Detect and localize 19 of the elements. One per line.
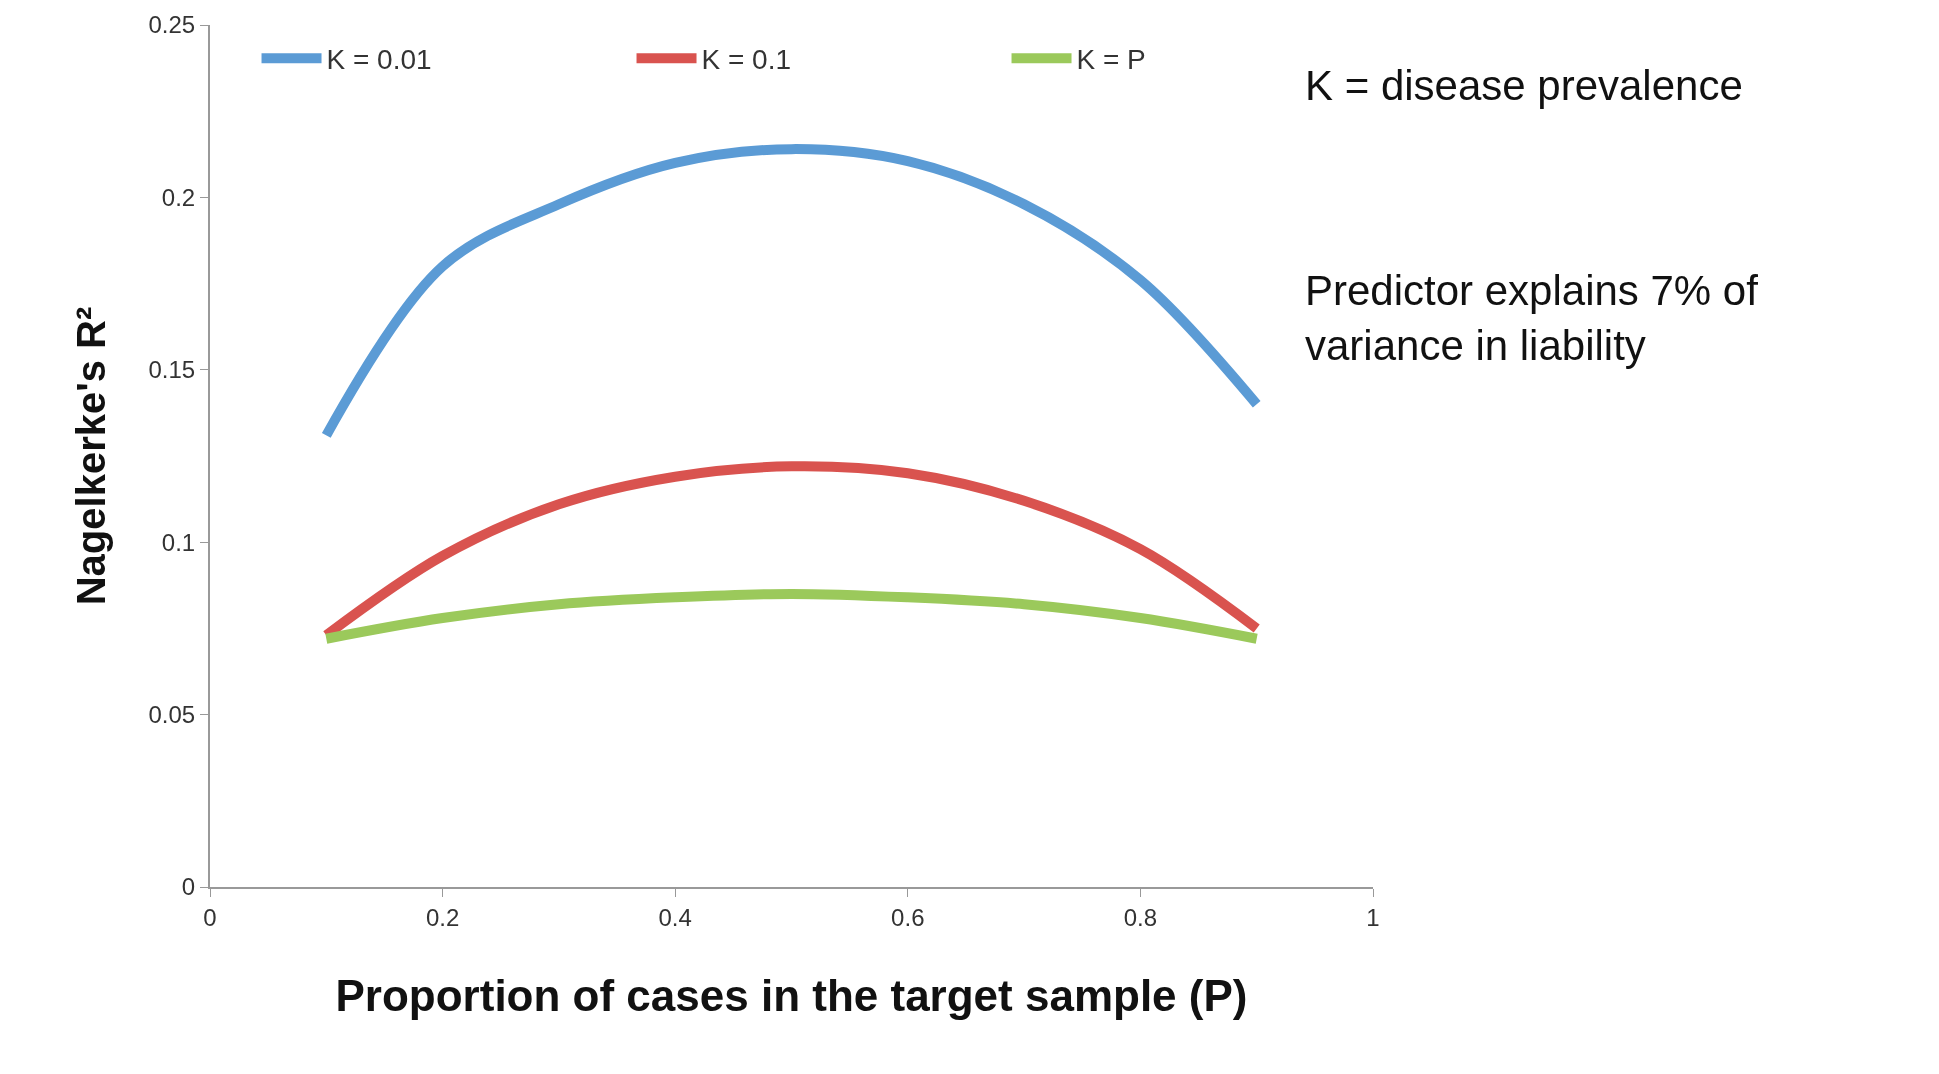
- y-tick-label: 0.05: [148, 701, 196, 728]
- x-tick-label: 0.4: [658, 903, 692, 931]
- annotation: K = disease prevalence: [1305, 62, 1743, 109]
- y-tick-label: 0.25: [148, 11, 196, 39]
- legend-label: K = 0.1: [701, 44, 792, 76]
- y-tick-label: 0.15: [148, 356, 196, 384]
- legend-label: K = 0.01: [326, 44, 432, 76]
- x-tick-label: 0: [203, 903, 217, 931]
- x-tick-label: 0.8: [1123, 903, 1158, 931]
- x-axis-title: Proportion of cases in the target sample (P): [335, 970, 1248, 1020]
- y-axis-title: Nagelkerke's R²: [69, 306, 114, 606]
- x-tick-label: 0.2: [425, 903, 460, 931]
- x-tick-label: 1: [1366, 903, 1380, 931]
- annotation: Predictor explains 7% of variance in liability: [1305, 267, 1759, 369]
- x-tick-label: 0.6: [891, 903, 925, 931]
- legend-label: K = P: [1076, 44, 1146, 76]
- y-tick-label: 0.1: [161, 528, 196, 556]
- y-tick-label: 0: [181, 873, 196, 901]
- y-tick-label: 0.2: [161, 183, 196, 211]
